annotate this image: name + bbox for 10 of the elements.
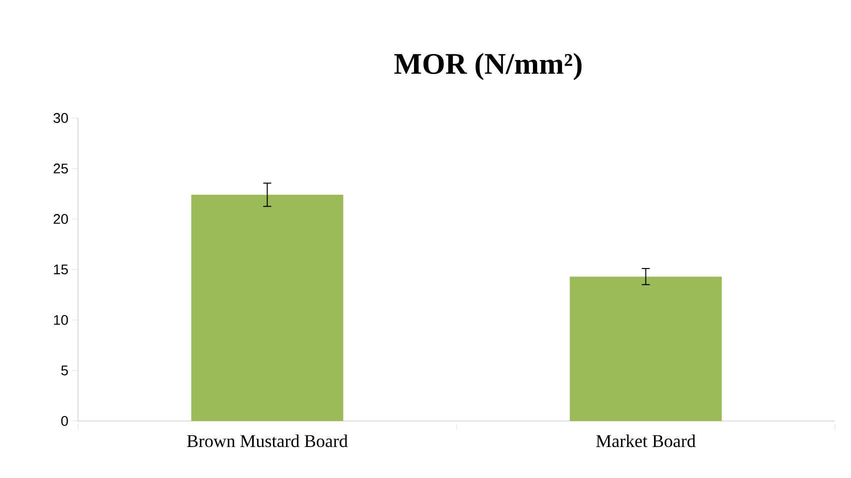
y-tick-label: 30 [53, 113, 68, 123]
y-tick-label: 15 [54, 264, 68, 274]
y-tick-label: 5 [61, 366, 68, 376]
y-tick-label: 0 [61, 416, 68, 426]
y-tick-label: 20 [54, 214, 68, 224]
x-tick-label: Brown Mustard Board [187, 434, 348, 448]
chart-title: MOR (N/mm²) [394, 53, 582, 80]
y-tick-label: 25 [54, 164, 68, 174]
x-tick-label: Market Board [596, 434, 696, 448]
y-tick-label: 10 [54, 315, 68, 325]
